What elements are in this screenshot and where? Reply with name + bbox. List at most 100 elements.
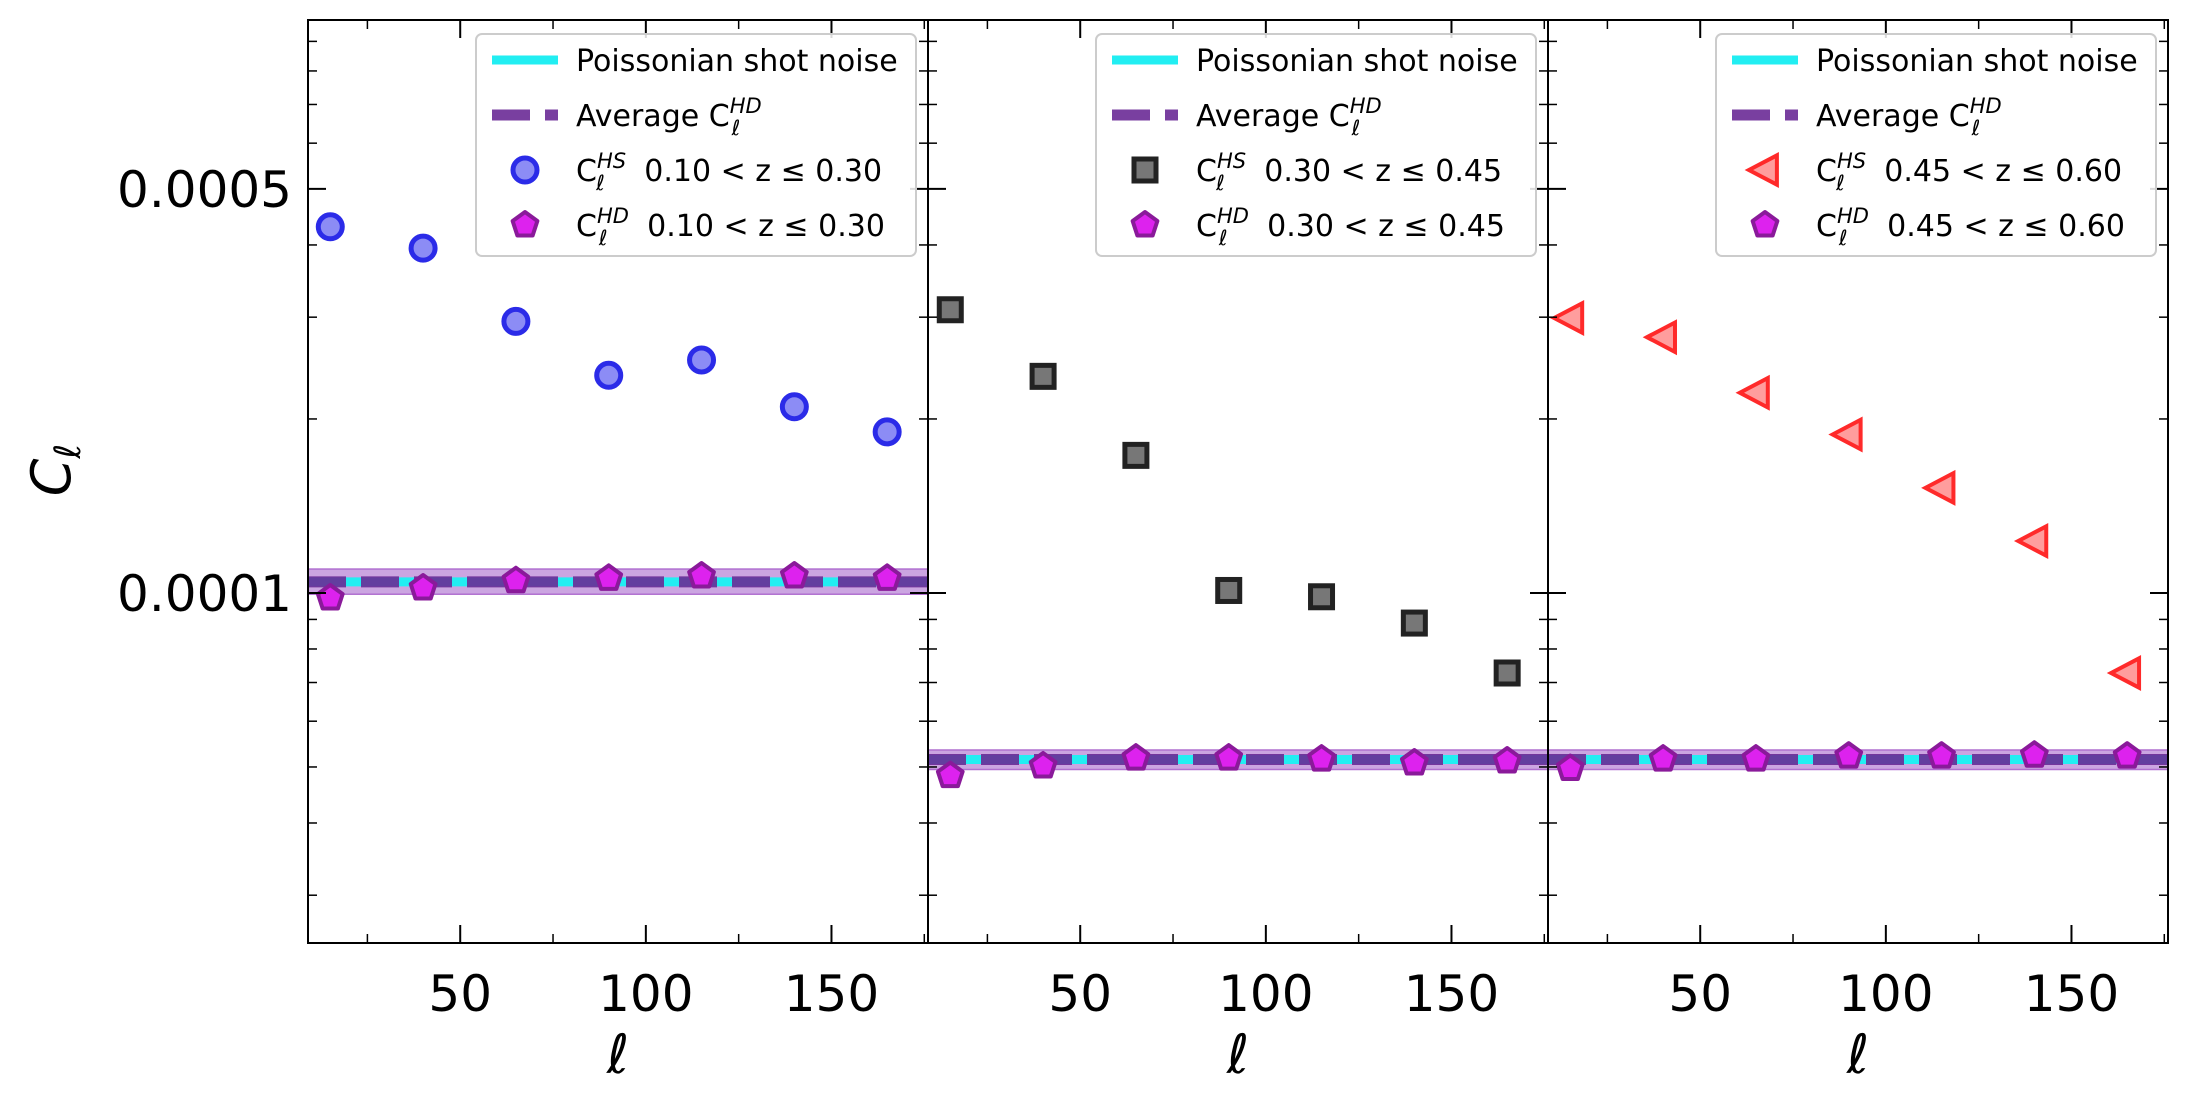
legend-entry-sup: HS <box>1217 149 1246 173</box>
legend-entry-text: CHD ℓ 0.10 < z ≤ 0.30 <box>576 204 885 250</box>
data-point-square <box>1308 583 1336 611</box>
legend-box <box>1715 33 2157 257</box>
x-tick-label: 100 <box>1838 965 1933 1023</box>
legend-entry-text: Poissonian shot noise <box>576 44 898 79</box>
legend-entry-text: Average CHD ℓ <box>1816 94 2002 140</box>
legend-entry-sup: HD <box>597 204 629 228</box>
legend-entry-sup: HD <box>730 94 762 118</box>
legend-box <box>1095 33 1537 257</box>
x-tick-label: 50 <box>1668 965 1732 1023</box>
data-point-pentagon <box>1927 741 1956 769</box>
x-tick-label: 150 <box>2024 965 2119 1023</box>
legend-entry-text: CHD ℓ 0.45 < z ≤ 0.60 <box>1816 204 2125 250</box>
legend-entry-range: 0.45 < z ≤ 0.60 <box>1875 154 2122 189</box>
data-point-circle <box>687 345 717 375</box>
data-point-pentagon <box>1648 744 1678 772</box>
data-point-pentagon <box>935 760 965 789</box>
data-point-circle <box>779 392 809 422</box>
legend-hd-marker <box>1750 210 1780 238</box>
legend-entry-sup: HS <box>1837 149 1866 173</box>
legend-entry-text: Poissonian shot noise <box>1816 44 2138 79</box>
legend-entry-sup: HD <box>1217 204 1249 228</box>
data-point-pentagon <box>408 572 438 601</box>
data-point-square <box>1122 441 1150 469</box>
x-tick-label: 50 <box>428 965 492 1023</box>
legend-hd-marker <box>1130 210 1160 238</box>
data-point-circle <box>408 233 438 263</box>
legend-entry-text: CHD ℓ 0.30 < z ≤ 0.45 <box>1196 204 1505 250</box>
legend-entry-range: 0.30 < z ≤ 0.45 <box>1258 209 1505 244</box>
data-point-pentagon <box>1399 747 1429 776</box>
data-point-pentagon <box>2019 740 2049 768</box>
data-point-pentagon <box>1307 744 1336 772</box>
y-axis-title: Cℓ <box>20 444 89 497</box>
legend-entry-main: Average C <box>1196 99 1350 134</box>
data-point-pentagon <box>1834 741 1864 769</box>
legend-entry-sup: HD <box>1350 94 1382 118</box>
data-point-square <box>936 296 964 324</box>
data-point-triangle-left <box>1828 416 1863 453</box>
data-point-pentagon <box>1492 746 1522 774</box>
data-point-circle <box>501 306 531 336</box>
data-point-triangle-left <box>1735 374 1770 411</box>
data-point-pentagon <box>872 563 902 591</box>
data-point-triangle-left <box>1642 319 1677 356</box>
legend-entry-main: C <box>1196 154 1217 189</box>
legend-entry-main: C <box>576 209 597 244</box>
legend-entry-main: C <box>1196 209 1217 244</box>
legend-entry-sub: ℓ <box>1351 116 1361 140</box>
legend-entry-range: 0.45 < z ≤ 0.60 <box>1878 209 2125 244</box>
legend-entry-text: Average CHD ℓ <box>1196 94 1382 140</box>
legend-entry-range: 0.30 < z ≤ 0.45 <box>1255 154 1502 189</box>
data-point-pentagon <box>1741 744 1771 772</box>
data-point-square <box>1215 576 1243 604</box>
legend-hs-marker <box>1131 156 1159 184</box>
y-tick-labels: 0.0005 0.0001 <box>117 161 292 623</box>
legend-entry-main: C <box>1816 154 1837 189</box>
data-point-triangle-left <box>1549 300 1585 337</box>
data-point-pentagon <box>1555 753 1585 782</box>
data-point-circle <box>315 212 345 242</box>
legend-entry-sub: ℓ <box>595 171 605 195</box>
data-point-triangle-left <box>2013 522 2049 560</box>
y-axis-title-subscript: ℓ <box>48 444 89 460</box>
legend-entry-sup: HS <box>597 149 626 173</box>
legend-entry-text: Average CHD ℓ <box>576 94 762 140</box>
legend-entry-main: C <box>1816 209 1837 244</box>
data-point-triangle-left <box>2106 654 2142 692</box>
x-tick-label: 150 <box>1404 965 1499 1023</box>
legend-entry-sup: HD <box>1837 204 1869 228</box>
legend-hs-marker <box>1744 151 1779 189</box>
legend-entry-sub: ℓ <box>1971 116 1981 140</box>
legend-entry-main: Average C <box>576 99 730 134</box>
data-point-pentagon <box>594 563 624 591</box>
x-axis-title: ℓ <box>606 1023 629 1086</box>
data-point-pentagon <box>1028 750 1058 779</box>
legend-entry-sub: ℓ <box>1838 226 1848 250</box>
data-point-square <box>1493 659 1521 687</box>
legend-entry-text: Poissonian shot noise <box>1196 44 1518 79</box>
legend-entry-range: 0.10 < z ≤ 0.30 <box>635 154 882 189</box>
data-point-pentagon <box>1214 743 1244 771</box>
legend-entry-text: CHS ℓ 0.10 < z ≤ 0.30 <box>576 149 882 195</box>
x-tick-label: 100 <box>598 965 693 1023</box>
legend-entry-sup: HD <box>1970 94 2002 118</box>
legend-entry-main: Average C <box>1816 99 1970 134</box>
data-point-pentagon <box>501 565 531 594</box>
data-point-square <box>1029 362 1057 390</box>
data-point-triangle-left <box>1921 469 1956 506</box>
legend-entry-range: 0.10 < z ≤ 0.30 <box>638 209 885 244</box>
x-axis-title: ℓ <box>1846 1023 1869 1086</box>
legend-entry-sub: ℓ <box>1835 171 1845 195</box>
x-tick-label: 50 <box>1048 965 1112 1023</box>
legend-entry-sub: ℓ <box>731 116 741 140</box>
data-point-pentagon <box>1121 743 1151 771</box>
legend-entry-sub: ℓ <box>1218 226 1228 250</box>
